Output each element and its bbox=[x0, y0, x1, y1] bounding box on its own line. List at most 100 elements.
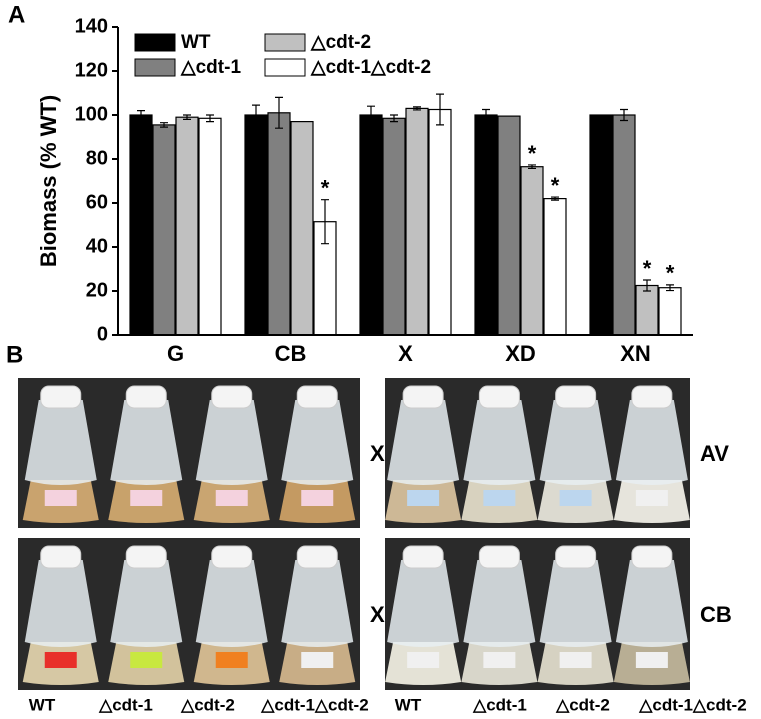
error-bar bbox=[436, 93, 444, 126]
flask-cover bbox=[110, 400, 183, 485]
flask-cover bbox=[463, 560, 536, 647]
bar bbox=[382, 117, 406, 336]
error-bar bbox=[643, 279, 651, 292]
flask-cover bbox=[24, 560, 97, 647]
flask-cover bbox=[195, 560, 268, 647]
error-bar bbox=[367, 105, 375, 125]
flask-cap bbox=[631, 545, 673, 569]
flask-cap bbox=[40, 385, 82, 409]
flask-cover bbox=[539, 400, 612, 485]
flask-cap bbox=[211, 385, 253, 409]
significance-mark: * bbox=[643, 256, 652, 281]
strain-label: △cdt-2 bbox=[555, 695, 610, 714]
bar bbox=[635, 284, 659, 336]
flask-label bbox=[635, 490, 668, 506]
y-tick-label: 140 bbox=[75, 15, 108, 37]
strain-label: WT bbox=[29, 695, 56, 714]
bar bbox=[129, 114, 153, 336]
x-tick-label: X bbox=[398, 341, 413, 366]
flask-cover bbox=[24, 400, 97, 485]
flask-label bbox=[635, 652, 668, 668]
flask-label bbox=[407, 490, 440, 506]
bar bbox=[612, 114, 636, 336]
legend-label: WT bbox=[181, 32, 211, 53]
error-bar bbox=[413, 106, 421, 111]
y-tick-label: 0 bbox=[97, 323, 108, 345]
flask-cap bbox=[555, 545, 597, 569]
error-bar bbox=[390, 114, 398, 123]
bar bbox=[474, 114, 498, 336]
error-bar bbox=[137, 110, 145, 120]
legend-swatch bbox=[264, 33, 306, 52]
legend-swatch bbox=[264, 58, 306, 77]
flask-cap bbox=[125, 545, 167, 569]
significance-mark: * bbox=[666, 261, 675, 286]
error-bar bbox=[275, 96, 283, 129]
flask-cover bbox=[387, 560, 460, 647]
bar bbox=[543, 198, 567, 336]
error-bar bbox=[528, 164, 536, 170]
bar bbox=[152, 124, 176, 336]
y-tick-label: 20 bbox=[86, 279, 108, 301]
flask-label bbox=[44, 652, 77, 668]
bar bbox=[175, 116, 199, 336]
flask-cap bbox=[555, 385, 597, 409]
legend-swatch bbox=[134, 33, 176, 52]
error-bar bbox=[551, 196, 559, 201]
flask-label bbox=[407, 652, 440, 668]
error-bar bbox=[321, 199, 329, 245]
bar bbox=[405, 107, 429, 336]
flask-cover bbox=[195, 400, 268, 485]
flask-cap bbox=[296, 385, 338, 409]
bar bbox=[244, 114, 268, 336]
x-tick-label: XN bbox=[620, 341, 651, 366]
error-bar bbox=[482, 108, 490, 122]
flask-cover bbox=[463, 400, 536, 485]
y-tick-label: 80 bbox=[86, 147, 108, 169]
flask-label bbox=[559, 490, 592, 506]
bar bbox=[198, 117, 222, 336]
strain-label: △cdt-1△cdt-2 bbox=[638, 695, 746, 714]
flask-cover bbox=[615, 400, 688, 485]
photo-label: AV bbox=[700, 441, 729, 466]
flask-cover bbox=[539, 560, 612, 647]
flask-cap bbox=[402, 545, 444, 569]
panel-label: B bbox=[6, 341, 23, 368]
bar bbox=[290, 120, 314, 336]
significance-mark: * bbox=[551, 173, 560, 198]
flask-cap bbox=[211, 545, 253, 569]
bar bbox=[520, 166, 544, 336]
bar bbox=[658, 287, 682, 336]
x-tick-label: G bbox=[167, 341, 184, 366]
flask-cover bbox=[281, 560, 354, 647]
flask-cover bbox=[387, 400, 460, 485]
flask-cap bbox=[125, 385, 167, 409]
bar bbox=[497, 115, 521, 336]
y-tick-label: 60 bbox=[86, 191, 108, 213]
photo-label: CB bbox=[700, 602, 732, 627]
flask-cap bbox=[478, 545, 520, 569]
strain-label: △cdt-2 bbox=[180, 695, 235, 714]
error-bar bbox=[160, 122, 168, 128]
flask-label bbox=[483, 490, 516, 506]
flask-label bbox=[215, 652, 248, 668]
flask-label bbox=[483, 652, 516, 668]
flask-label bbox=[130, 490, 163, 506]
error-bar bbox=[183, 114, 191, 120]
y-tick-label: 100 bbox=[75, 103, 108, 125]
flask-cover bbox=[110, 560, 183, 647]
flask-label bbox=[301, 652, 334, 668]
flask-label bbox=[559, 652, 592, 668]
x-tick-label: CB bbox=[275, 341, 307, 366]
strain-label: WT bbox=[395, 695, 422, 714]
error-bar bbox=[620, 108, 628, 122]
x-tick-label: XD bbox=[505, 341, 536, 366]
y-axis-title: Biomass (% WT) bbox=[36, 95, 61, 267]
significance-mark: * bbox=[528, 141, 537, 166]
legend-label: △cdt-2 bbox=[310, 32, 371, 53]
flask-cover bbox=[281, 400, 354, 485]
bar bbox=[589, 114, 613, 336]
significance-mark: * bbox=[321, 176, 330, 201]
strain-label: △cdt-1 bbox=[472, 695, 527, 714]
flask-label bbox=[215, 490, 248, 506]
